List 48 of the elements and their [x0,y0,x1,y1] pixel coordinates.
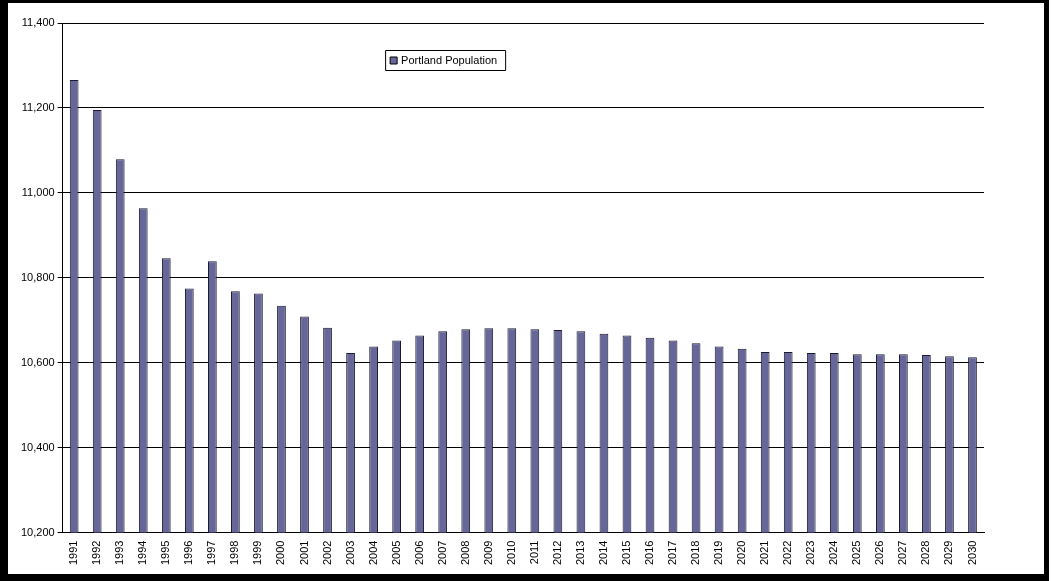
x-tick-label: 2024 [827,540,840,566]
x-tick-label: 1996 [182,540,195,566]
x-tick-label: 2013 [573,540,586,566]
x-tick-label: 2014 [596,540,609,566]
x-tick-label: 2028 [919,540,932,566]
x-tick-label: 1991 [67,540,80,566]
x-tick-label: 1995 [159,540,172,566]
y-tick-label: 11,200 [21,100,55,113]
x-tick-label: 2020 [735,540,748,566]
x-tick-label: 2023 [804,540,817,566]
x-tick-label: 1999 [251,540,264,566]
x-tick-label: 2004 [366,540,379,566]
legend-label: Portland Population [401,53,498,66]
x-tick-label: 2030 [965,540,978,566]
y-tick-label: 10,400 [20,440,55,453]
x-tick-label: 2015 [620,540,633,566]
y-tick-label: 11,400 [21,16,55,29]
y-tick-label: 11,000 [21,185,55,198]
x-tick-label: 2029 [942,540,955,566]
x-tick-label: 2005 [389,540,402,566]
x-tick-label: 2017 [666,540,679,566]
x-tick-label: 2008 [458,540,471,566]
x-tick-label: 2021 [758,540,771,566]
x-tick-label: 1998 [228,540,241,566]
x-tick-label: 1992 [90,540,103,566]
x-tick-label: 2018 [689,540,702,566]
x-tick-label: 2006 [412,540,425,566]
x-tick-label: 2003 [343,540,356,566]
x-tick-label: 1994 [136,540,149,566]
x-tick-label: 2012 [550,540,563,566]
x-tick-label: 2026 [873,540,886,566]
x-tick-label: 2009 [481,540,494,566]
x-tick-label: 1997 [205,540,218,566]
x-tick-label: 1993 [113,540,126,566]
x-tick-label: 2016 [643,540,656,566]
y-tick-label: 10,800 [20,270,55,283]
x-tick-label: 2000 [274,540,287,566]
x-tick-label: 2002 [320,540,333,566]
x-tick-label: 2001 [297,540,310,566]
x-tick-label: 2019 [712,540,725,566]
x-tick-label: 2025 [850,540,863,566]
x-tick-label: 2010 [504,540,517,566]
x-tick-label: 2027 [896,540,909,566]
x-tick-label: 2022 [781,540,794,566]
x-tick-label: 2011 [527,540,540,565]
y-tick-label: 10,600 [20,355,55,368]
x-tick-label: 2007 [435,540,448,566]
y-tick-label: 10,200 [20,525,55,538]
